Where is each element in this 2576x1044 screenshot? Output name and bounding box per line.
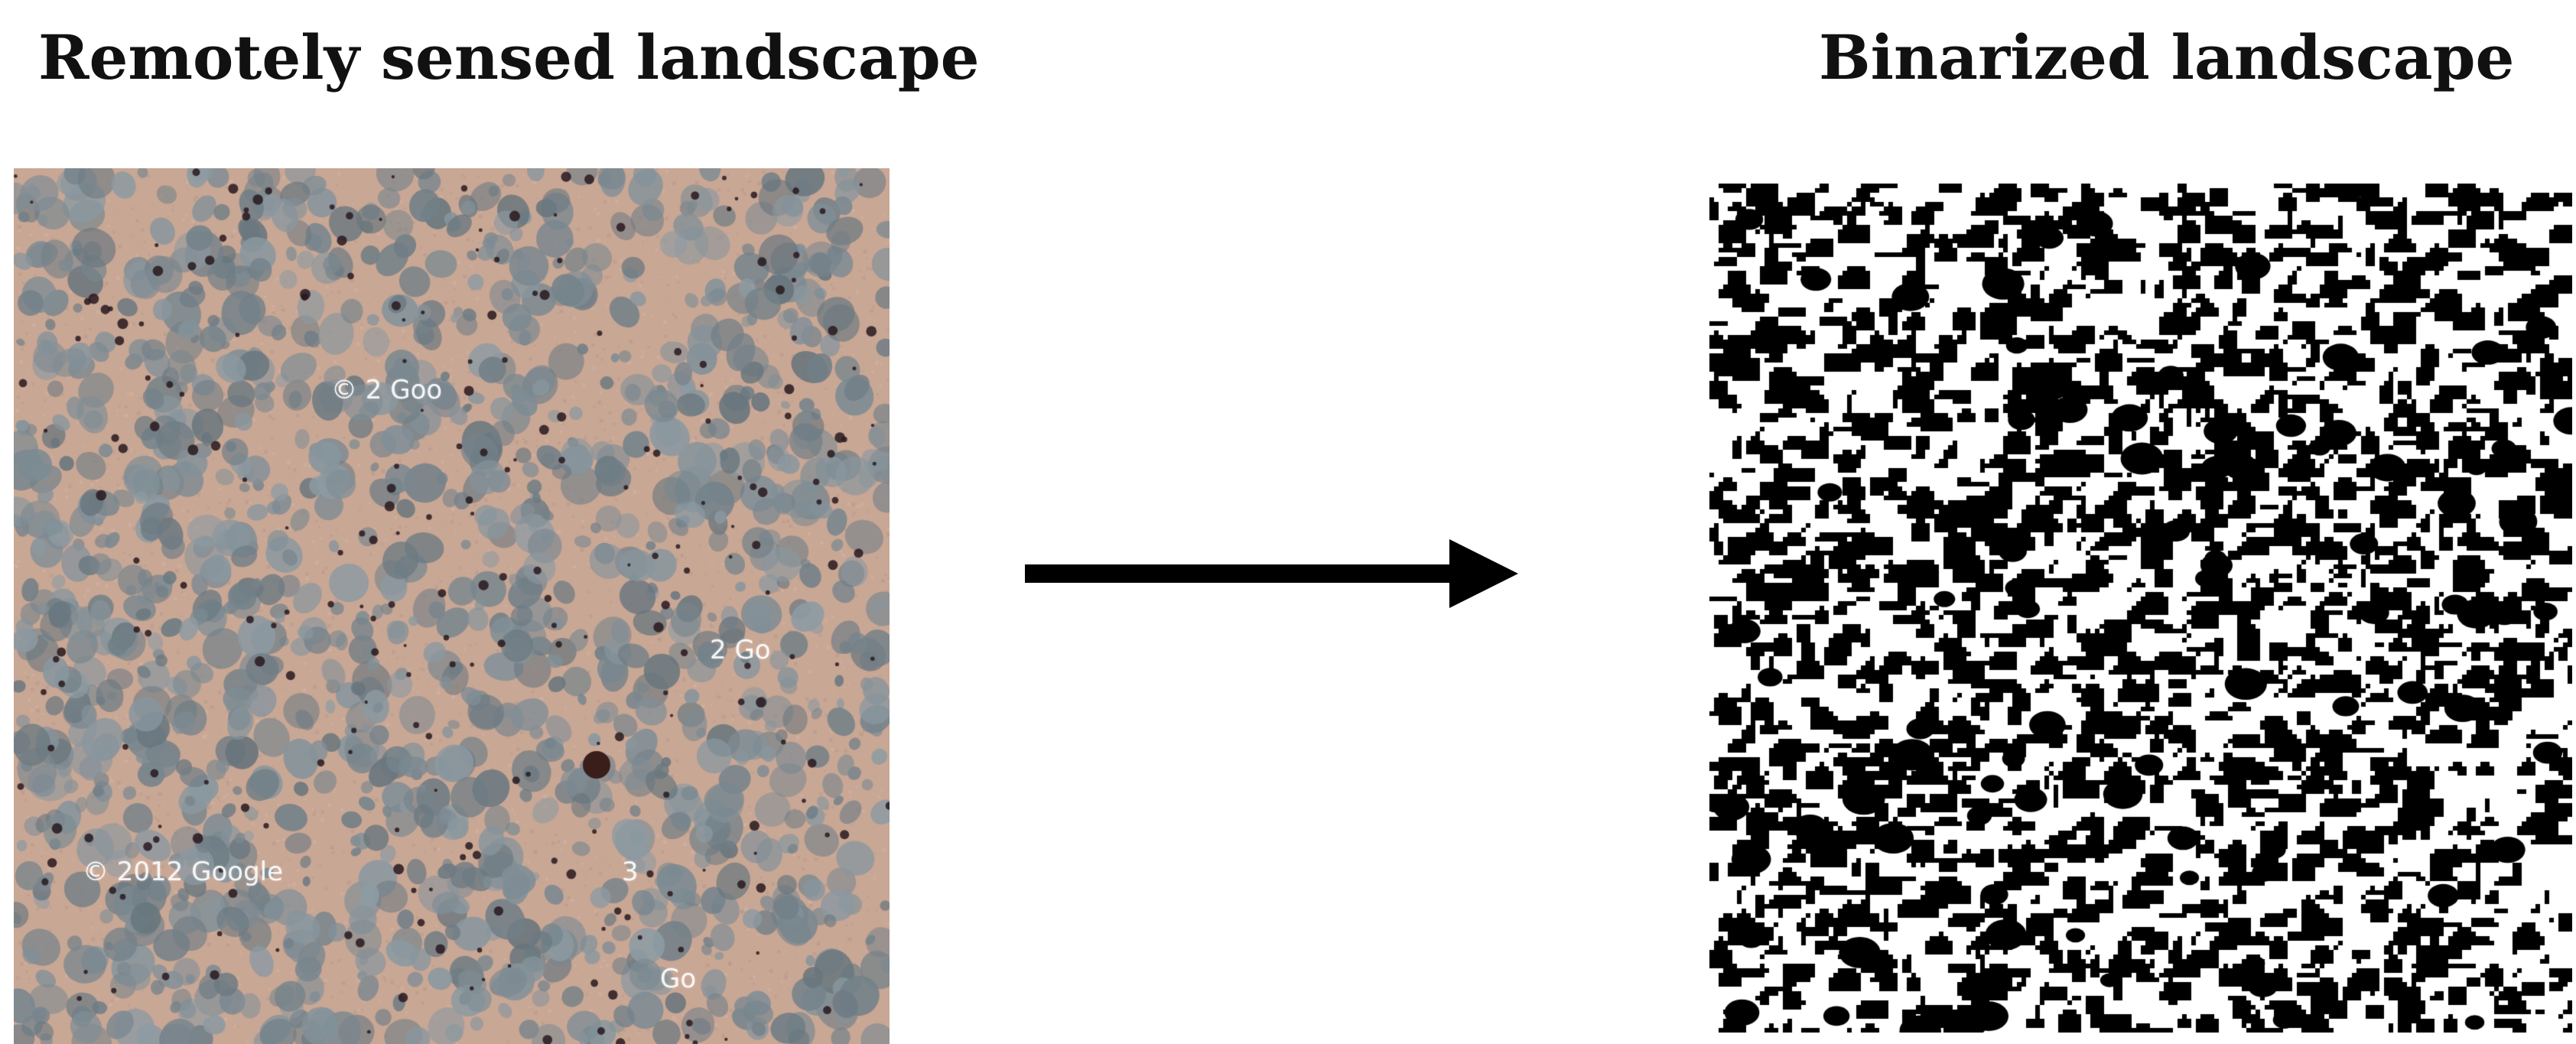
binarized-image bbox=[1709, 184, 2572, 1033]
right-arrow-icon bbox=[1025, 539, 1518, 608]
binarized-canvas bbox=[1709, 184, 2572, 1033]
watermark-text: 3 bbox=[622, 857, 639, 887]
remotely-sensed-title: Remotely sensed landscape bbox=[38, 21, 980, 93]
remotely-sensed-image: © 2 Goo 2 Go © 2012 Google 3 Go bbox=[14, 168, 890, 1044]
arrow-shaft bbox=[1025, 564, 1461, 583]
binarized-title: Binarized landscape bbox=[1819, 21, 2515, 93]
watermark-text: © 2012 Google bbox=[83, 857, 284, 887]
arrow-head bbox=[1449, 539, 1518, 608]
remotely-sensed-canvas bbox=[14, 168, 890, 1044]
watermark-text: © 2 Goo bbox=[331, 375, 443, 405]
watermark-text: 2 Go bbox=[710, 635, 771, 665]
watermark-text: Go bbox=[660, 964, 697, 994]
